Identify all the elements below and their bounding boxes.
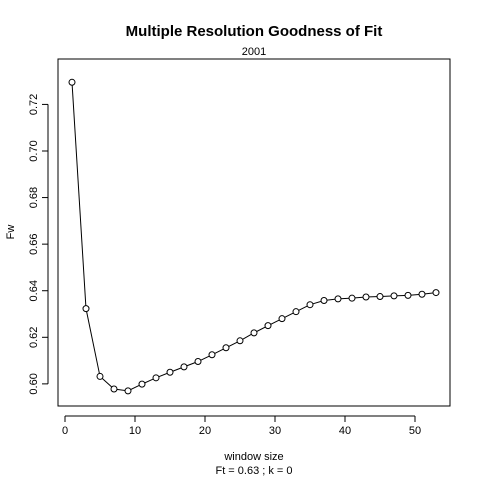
data-point — [68, 78, 76, 86]
y-tick-label: 0.66 — [28, 233, 40, 254]
data-point — [432, 289, 440, 297]
data-point — [152, 374, 160, 382]
data-point — [166, 368, 174, 376]
series-layer — [68, 78, 440, 395]
data-point — [194, 358, 202, 366]
y-tick-label: 0.70 — [28, 140, 40, 161]
data-point — [376, 293, 384, 301]
x-tick-label: 50 — [409, 425, 421, 437]
data-point — [348, 294, 356, 302]
data-point — [138, 380, 146, 388]
y-axis-label: Fw — [5, 225, 17, 240]
x-tick-label: 40 — [339, 425, 351, 437]
y-tick-label: 0.60 — [28, 373, 40, 394]
x-tick-label: 30 — [269, 425, 281, 437]
y-tick-label: 0.64 — [28, 280, 40, 301]
axes: 0 10 20 30 40 50 0.60 0.62 0.64 0.66 0.68 0.70 0.72 — [28, 94, 421, 437]
data-point — [236, 337, 244, 345]
data-point — [250, 329, 258, 337]
data-point — [320, 297, 328, 305]
data-point — [208, 351, 216, 359]
data-point — [124, 387, 132, 395]
data-point — [96, 372, 104, 380]
x-tick-label: 10 — [129, 425, 141, 437]
chart-subtitle: 2001 — [242, 46, 266, 58]
y-tick-label: 0.62 — [28, 327, 40, 348]
data-point — [180, 363, 188, 371]
x-axis-label: window size — [223, 451, 283, 463]
data-point — [82, 305, 90, 313]
data-point — [110, 385, 118, 393]
data-point — [334, 295, 342, 303]
data-point — [292, 308, 300, 316]
data-point — [222, 344, 230, 352]
chart-title: Multiple Resolution Goodness of Fit — [126, 23, 383, 40]
data-point — [418, 290, 426, 298]
y-tick-label: 0.72 — [28, 94, 40, 115]
data-point — [306, 301, 314, 309]
plot-frame — [57, 58, 451, 407]
fit-note: Ft = 0.63 ; k = 0 — [215, 465, 292, 477]
data-point — [264, 322, 272, 330]
data-point — [404, 291, 412, 299]
x-tick-label: 20 — [199, 425, 211, 437]
data-point — [390, 292, 398, 300]
data-point — [278, 315, 286, 323]
data-point — [362, 293, 370, 301]
x-tick-label: 0 — [62, 425, 68, 437]
y-tick-label: 0.68 — [28, 187, 40, 208]
